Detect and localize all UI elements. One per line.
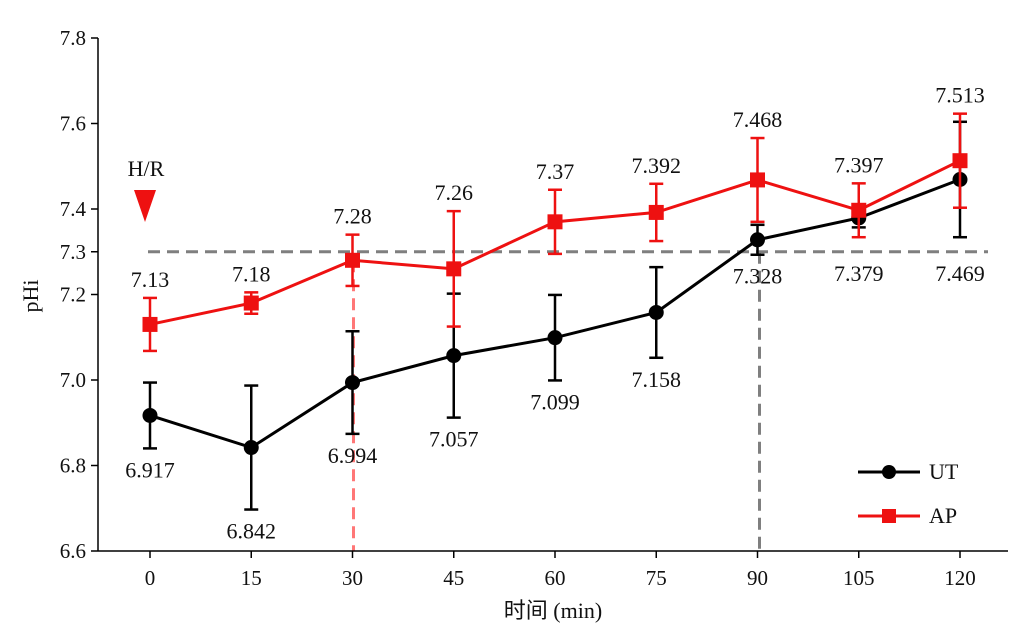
data-label: 6.842 (227, 519, 277, 544)
x-tick-label: 0 (145, 566, 156, 590)
data-label: 7.468 (733, 107, 783, 132)
x-ticks: 0 15 30 45 60 75 90 105 120 (145, 551, 976, 590)
data-label: 6.917 (125, 457, 175, 482)
data-point (750, 172, 765, 188)
series-ap (142, 112, 968, 353)
data-point (750, 232, 765, 248)
data-point (446, 261, 462, 277)
hr-annotation: H/R (128, 156, 165, 222)
data-label: 7.26 (435, 180, 474, 205)
data-point (547, 214, 563, 230)
x-tick-label: 15 (241, 566, 262, 590)
data-point (142, 407, 158, 423)
x-tick-label: 120 (944, 566, 976, 590)
data-point (547, 330, 563, 346)
data-label: 7.28 (333, 204, 372, 229)
legend-ap-marker (882, 509, 896, 523)
data-label: 7.099 (530, 389, 580, 414)
data-point (243, 295, 259, 311)
hr-annotation-label: H/R (128, 156, 165, 181)
y-ticks: 6.6 6.8 7.0 7.2 7.3 7.4 7.6 7.8 (60, 26, 98, 563)
x-tick-label: 45 (443, 566, 464, 590)
data-point (345, 252, 360, 268)
data-label: 7.057 (429, 427, 479, 452)
data-label: 7.13 (131, 267, 170, 292)
x-tick-label: 105 (843, 566, 875, 590)
data-label: 7.37 (536, 159, 575, 184)
data-label: 7.18 (232, 261, 271, 286)
legend-ut-label: UT (929, 459, 959, 484)
y-tick-label: 7.6 (60, 112, 86, 136)
data-label: 7.469 (935, 261, 985, 286)
y-tick-label: 6.6 (60, 539, 86, 563)
data-point (446, 348, 462, 364)
data-point (142, 316, 158, 332)
y-tick-label: 7.3 (60, 240, 86, 264)
data-point (952, 153, 968, 169)
y-axis-title: pHi (18, 280, 43, 313)
x-tick-label: 75 (646, 566, 667, 590)
data-point (851, 202, 867, 218)
reference-lines (148, 250, 988, 551)
legend-ut-marker (882, 465, 896, 479)
x-tick-label: 90 (747, 566, 768, 590)
data-label: 6.994 (328, 443, 378, 468)
y-tick-label: 7.0 (60, 368, 86, 392)
data-point (243, 440, 259, 456)
y-tick-label: 7.2 (60, 283, 86, 307)
data-label: 7.328 (733, 264, 783, 289)
down-arrow-icon (134, 190, 156, 222)
legend-ap-label: AP (929, 503, 957, 528)
data-label: 7.513 (935, 83, 985, 108)
data-point (345, 375, 360, 391)
y-tick-label: 6.8 (60, 454, 86, 478)
y-tick-label: 7.8 (60, 26, 86, 50)
data-label: 7.379 (834, 261, 884, 286)
data-label: 7.392 (632, 153, 682, 178)
series (142, 112, 968, 511)
x-tick-label: 30 (342, 566, 363, 590)
data-point (648, 304, 664, 320)
x-axis-title: 时间 (min) (504, 598, 602, 623)
data-labels: 6.917 6.842 6.994 7.057 7.099 7.158 7.328 7.379… (125, 83, 985, 544)
legend: UT AP (858, 459, 959, 528)
x-tick-label: 60 (545, 566, 566, 590)
data-label: 7.158 (632, 367, 682, 392)
series-ut (142, 120, 968, 511)
y-tick-label: 7.4 (60, 197, 87, 221)
data-point (648, 204, 664, 220)
data-label: 7.397 (834, 152, 884, 177)
